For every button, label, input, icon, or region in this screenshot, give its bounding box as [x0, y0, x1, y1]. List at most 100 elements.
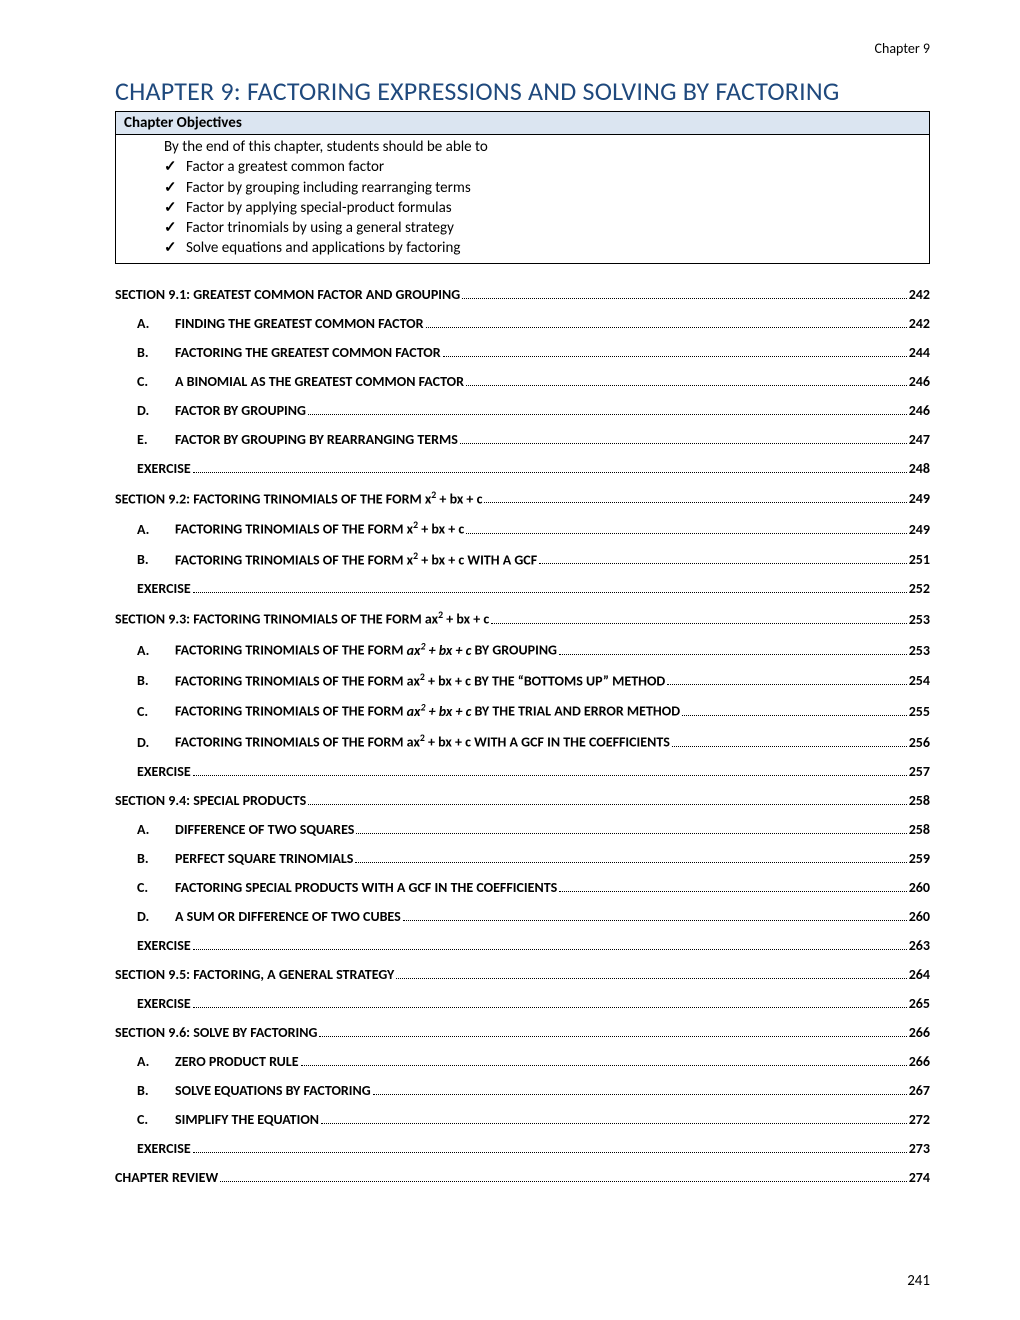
toc-dots	[559, 891, 907, 892]
toc-text: SECTION 9.4: SPECIAL PRODUCTS	[115, 792, 306, 809]
toc-dots	[443, 356, 907, 357]
toc-page: 266	[909, 1053, 930, 1070]
toc-row: SECTION 9.1: GREATEST COMMON FACTOR AND …	[115, 286, 930, 303]
toc-row: C.A BINOMIAL AS THE GREATEST COMMON FACT…	[115, 373, 930, 390]
toc-row: C.SIMPLIFY THE EQUATION272	[115, 1111, 930, 1128]
toc-letter: B.	[137, 344, 175, 361]
toc-text: FACTORING TRINOMIALS OF THE FORM x2 + bx…	[175, 519, 464, 538]
toc-row: B.FACTORING TRINOMIALS OF THE FORM x2 + …	[115, 550, 930, 569]
toc-row: B.FACTORING TRINOMIALS OF THE FORM ax2 +…	[115, 671, 930, 690]
chapter-title: CHAPTER 9: FACTORING EXPRESSIONS AND SOL…	[115, 75, 930, 107]
toc-dots	[462, 298, 907, 299]
toc-text: SOLVE EQUATIONS BY FACTORING	[175, 1082, 371, 1099]
toc-page: 256	[909, 734, 930, 751]
toc-row: EXERCISE 263	[115, 937, 930, 954]
toc-dots	[491, 623, 907, 624]
toc-text: SIMPLIFY THE EQUATION	[175, 1111, 319, 1128]
toc-page: 251	[909, 551, 930, 568]
toc-text: EXERCISE	[137, 937, 191, 954]
toc-letter: A.	[137, 1053, 175, 1070]
toc-row: EXERCISE273	[115, 1140, 930, 1157]
toc-row: SECTION 9.6: SOLVE BY FACTORING266	[115, 1024, 930, 1041]
toc-page: 242	[909, 286, 930, 303]
toc-text: A SUM OR DIFFERENCE OF TWO CUBES	[175, 908, 401, 925]
toc-letter: B.	[137, 672, 175, 689]
toc-text: FACTORING TRINOMIALS OF THE FORM ax2 + b…	[175, 701, 680, 720]
toc-letter: D.	[137, 402, 175, 419]
toc-text: EXERCISE	[137, 1140, 191, 1157]
toc-dots	[355, 862, 906, 863]
toc-row: CHAPTER REVIEW274	[115, 1169, 930, 1186]
toc-text: CHAPTER REVIEW	[115, 1169, 218, 1186]
objectives-item: Factor trinomials by using a general str…	[186, 218, 921, 238]
objectives-body: By the end of this chapter, students sho…	[116, 135, 929, 263]
toc-text: PERFECT SQUARE TRINOMIALS	[175, 850, 353, 867]
toc-text: SECTION 9.3: FACTORING TRINOMIALS OF THE…	[115, 609, 489, 628]
toc-dots	[321, 1123, 907, 1124]
toc-row: D.FACTORING TRINOMIALS OF THE FORM ax2 +…	[115, 732, 930, 751]
toc-row: SECTION 9.5: FACTORING, A GENERAL STRATE…	[115, 966, 930, 983]
toc-page: 247	[909, 431, 930, 448]
toc-letter: C.	[137, 879, 175, 896]
toc-text: EXERCISE	[137, 995, 191, 1012]
toc-page: 260	[909, 879, 930, 896]
toc-letter: B.	[137, 850, 175, 867]
objectives-list: Factor a greatest common factorFactor by…	[164, 157, 921, 258]
toc-row: D.FACTOR BY GROUPING246	[115, 402, 930, 419]
toc-text: FINDING THE GREATEST COMMON FACTOR	[175, 315, 424, 332]
toc-text: SECTION 9.1: GREATEST COMMON FACTOR AND …	[115, 286, 460, 303]
toc-dots	[403, 920, 907, 921]
toc-dots	[308, 414, 907, 415]
toc-row: C.FACTORING TRINOMIALS OF THE FORM ax2 +…	[115, 701, 930, 720]
objectives-box: Chapter Objectives By the end of this ch…	[115, 111, 930, 264]
toc-row: A.DIFFERENCE OF TWO SQUARES258	[115, 821, 930, 838]
toc-row: E.FACTOR BY GROUPING BY REARRANGING TERM…	[115, 431, 930, 448]
toc-dots	[484, 502, 906, 503]
toc-row: SECTION 9.3: FACTORING TRINOMIALS OF THE…	[115, 609, 930, 628]
toc-page: 244	[909, 344, 930, 361]
toc-page: 249	[909, 521, 930, 538]
toc-dots	[308, 804, 907, 805]
toc-text: FACTORING TRINOMIALS OF THE FORM ax2 + b…	[175, 640, 557, 659]
toc-dots	[356, 833, 906, 834]
toc-letter: C.	[137, 703, 175, 720]
toc-letter: B.	[137, 1082, 175, 1099]
toc-dots	[193, 949, 907, 950]
toc-page: 253	[909, 642, 930, 659]
toc-dots	[319, 1036, 906, 1037]
toc-page: 264	[909, 966, 930, 983]
toc-dots	[682, 715, 907, 716]
toc-text: EXERCISE	[137, 763, 191, 780]
toc-row: B.SOLVE EQUATIONS BY FACTORING 267	[115, 1082, 930, 1099]
toc-page: 263	[909, 937, 930, 954]
toc-row: SECTION 9.2: FACTORING TRINOMIALS OF THE…	[115, 489, 930, 508]
toc-dots	[539, 563, 907, 564]
toc-letter: C.	[137, 373, 175, 390]
toc-row: A.ZERO PRODUCT RULE266	[115, 1053, 930, 1070]
objectives-intro: By the end of this chapter, students sho…	[164, 137, 921, 157]
toc-letter: C.	[137, 1111, 175, 1128]
toc-page: 258	[909, 821, 930, 838]
toc-dots	[460, 443, 907, 444]
toc-page: 242	[909, 315, 930, 332]
toc-dots	[193, 1007, 907, 1008]
toc-text: SECTION 9.6: SOLVE BY FACTORING	[115, 1024, 317, 1041]
objectives-item: Factor by grouping including rearranging…	[186, 178, 921, 198]
toc-page: 267	[909, 1082, 930, 1099]
toc-page: 260	[909, 908, 930, 925]
toc-dots	[193, 472, 907, 473]
toc-letter: D.	[137, 734, 175, 751]
toc-text: EXERCISE	[137, 460, 191, 477]
toc-dots	[193, 1152, 907, 1153]
toc-dots	[396, 978, 906, 979]
toc-dots	[559, 654, 907, 655]
toc-dots	[466, 533, 906, 534]
toc-letter: B.	[137, 551, 175, 568]
chapter-header-label: Chapter 9	[115, 40, 930, 57]
toc-text: FACTORING TRINOMIALS OF THE FORM ax2 + b…	[175, 732, 670, 751]
toc-row: B.FACTORING THE GREATEST COMMON FACTOR24…	[115, 344, 930, 361]
toc-letter: A.	[137, 642, 175, 659]
toc-text: FACTORING SPECIAL PRODUCTS WITH A GCF IN…	[175, 879, 557, 896]
toc-dots	[373, 1094, 907, 1095]
toc-page: 249	[909, 490, 930, 507]
